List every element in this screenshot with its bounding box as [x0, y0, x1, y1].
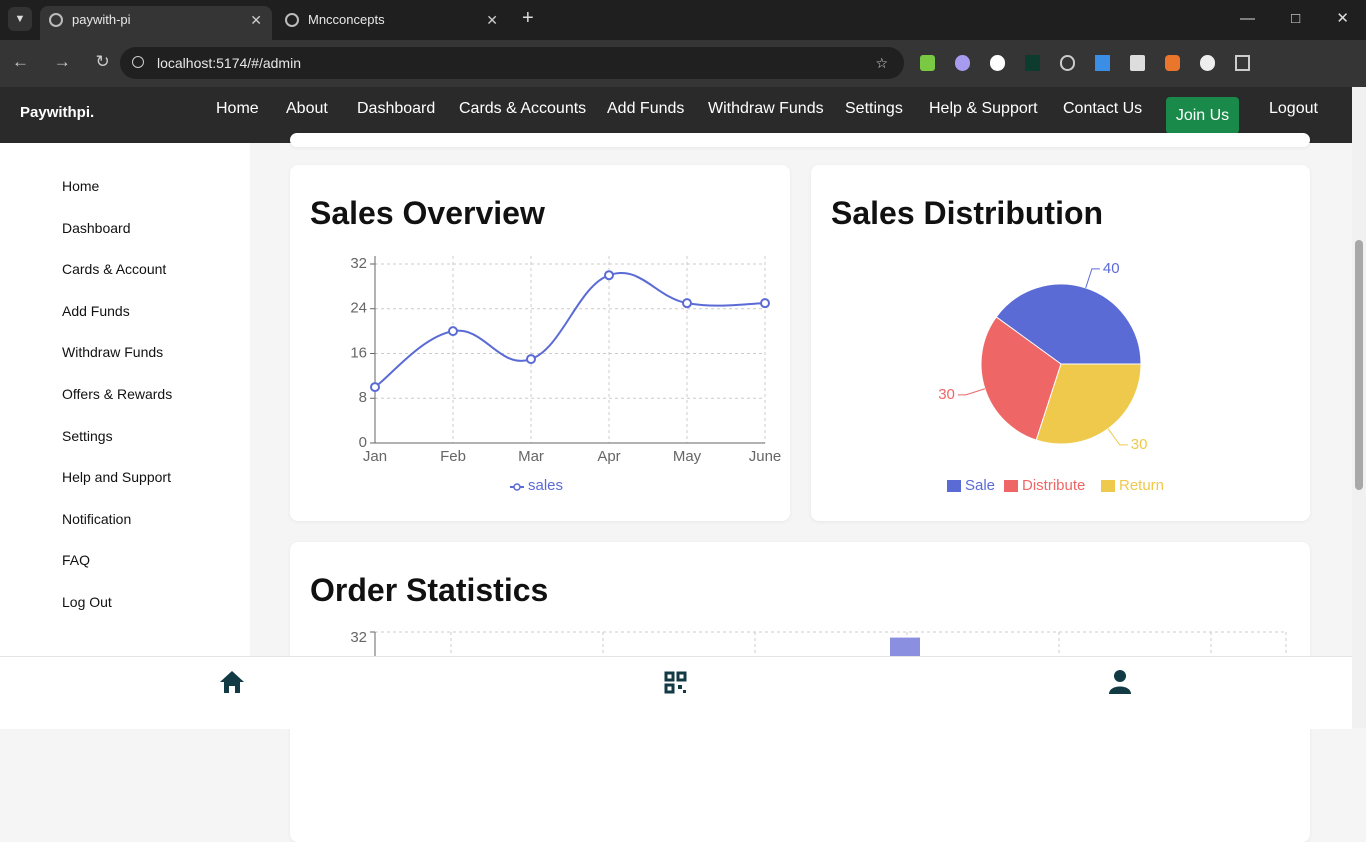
y-tick-label: 24 — [350, 300, 367, 317]
point — [682, 298, 692, 309]
pie-slice — [995, 283, 1142, 365]
sidebar-item[interactable]: Cards & Account — [62, 261, 167, 278]
x-tick-label: May — [673, 448, 702, 465]
legend-swatch — [1004, 480, 1018, 492]
nav-link[interactable]: Help & Support — [929, 100, 1038, 117]
nav-link[interactable]: Cards & Accounts — [459, 100, 587, 117]
point — [760, 298, 770, 309]
card: Sales Overview — [290, 165, 790, 521]
address-bar[interactable]: localhost:5174/#/admin ☆ — [120, 47, 904, 79]
label-line — [1085, 268, 1100, 289]
bottom-bar — [0, 656, 1352, 729]
sidebar-item[interactable]: Home — [62, 178, 100, 194]
label-line — [1107, 428, 1128, 446]
chart-layer: Jan Feb Mar Apr May June 0 8 16 24 32 sales 40 30 30 Sa… — [350, 255, 1287, 656]
tab[interactable]: paywith-pi ✕ — [40, 6, 272, 40]
sidebar-item[interactable]: Dashboard — [62, 219, 131, 236]
value-label: 40 — [1103, 260, 1120, 277]
sidebar-item[interactable]: Withdraw Funds — [62, 344, 164, 361]
x-tick-label: Feb — [440, 448, 466, 465]
new-tab[interactable]: + — [522, 7, 534, 29]
value-label: 30 — [1131, 436, 1148, 453]
sidebar-item[interactable]: Help and Support — [62, 469, 171, 486]
tab-search[interactable]: ▼ — [8, 7, 32, 31]
extensions — [920, 55, 1251, 71]
sidebar-item[interactable]: Log Out — [62, 594, 112, 610]
home-icon[interactable] — [218, 669, 246, 695]
url: localhost:5174/#/admin — [157, 55, 301, 71]
value-label: 30 — [938, 386, 955, 403]
legend-swatch — [1101, 480, 1115, 492]
nav-link[interactable]: Dashboard — [357, 100, 436, 117]
nav-link[interactable]: Contact Us — [1063, 100, 1143, 117]
legend-label: sales — [528, 477, 563, 494]
sidebar-item[interactable]: Notification — [62, 510, 132, 527]
tab[interactable]: Mncconcepts ✕ — [276, 6, 508, 40]
page: ▼ paywith-pi ✕ Mncconcepts ✕ + — □ ✕ ← → ↻… — [0, 0, 1366, 729]
legend-label: Sale — [965, 477, 995, 494]
point — [448, 326, 458, 337]
bar — [890, 637, 920, 656]
charts: Jan Feb Mar Apr May June 0 8 16 24 32 sales 40 30 30 Sa… — [350, 255, 1287, 656]
legend-marker — [513, 483, 521, 491]
nav-link[interactable]: About — [286, 100, 328, 117]
y-tick-label: 16 — [350, 344, 367, 361]
nav-link[interactable]: Settings — [845, 100, 903, 117]
line — [374, 272, 766, 388]
y-tick-label: 0 — [359, 434, 367, 451]
tab-title: paywith-pi — [72, 12, 131, 27]
x-tick-label: June — [749, 448, 782, 465]
x-tick-label: Mar — [518, 448, 544, 465]
nav-link[interactable]: Add Funds — [607, 100, 685, 117]
nav-link[interactable]: Withdraw Funds — [708, 100, 824, 117]
point — [370, 382, 380, 393]
pie-slice — [980, 316, 1062, 441]
sidebar: Home Dashboard Cards & Account Add Funds Wit… — [0, 143, 250, 656]
legend-label: Return — [1119, 477, 1164, 494]
sidebar-item[interactable]: Settings — [62, 427, 113, 444]
pie-slice — [1035, 363, 1142, 445]
nav-link[interactable]: Home — [216, 100, 259, 117]
point — [526, 354, 536, 365]
x-tick-label: Apr — [597, 448, 620, 465]
y-tick-label: 8 — [359, 389, 367, 406]
y-tick-label: 32 — [350, 255, 367, 272]
card-title: Sales Overview — [310, 195, 545, 231]
qr-icon[interactable] — [664, 671, 688, 695]
scrollbar[interactable] — [1352, 87, 1366, 728]
x-tick-label: Jan — [363, 448, 387, 465]
window-controls[interactable]: — □ ✕ — [1240, 10, 1349, 27]
card-title: Sales Distribution — [831, 195, 1104, 231]
point — [604, 270, 614, 281]
tab-title: Mncconcepts — [308, 12, 385, 27]
nav-buttons[interactable]: ← → ↻ — [12, 52, 110, 71]
brand[interactable]: Paywithpi. — [20, 104, 95, 121]
label-line — [957, 388, 986, 396]
card — [290, 133, 1310, 147]
profile-icon[interactable] — [1108, 669, 1132, 695]
sidebar-item[interactable]: Add Funds — [62, 302, 130, 319]
legend-swatch — [947, 480, 961, 492]
logout-link[interactable]: Logout — [1269, 100, 1318, 117]
sidebar-item[interactable]: FAQ — [62, 552, 91, 569]
tab-bar: ▼ paywith-pi ✕ Mncconcepts ✕ + — □ ✕ — [0, 0, 1366, 40]
legend-label: Distribute — [1022, 477, 1085, 494]
join-button[interactable]: Join Us — [1166, 97, 1239, 134]
sidebar-item[interactable]: Offers & Rewards — [62, 386, 173, 402]
card-title: Order Statistics — [310, 572, 549, 608]
y-tick-label: 32 — [350, 629, 367, 646]
